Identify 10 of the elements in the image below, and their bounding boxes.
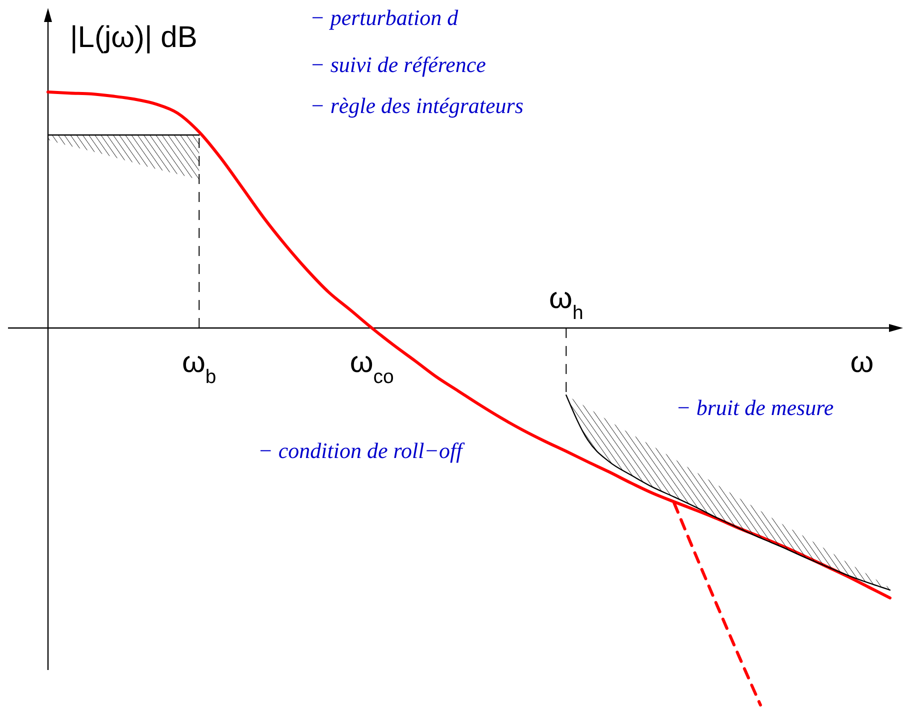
annotation: − bruit de mesure [676,395,834,420]
text: − suivi de référence [310,52,486,77]
annotation: − condition de roll−off [258,438,466,463]
x-tick-label: ω$_{h}$ [549,282,584,324]
annotation: − règle des intégrateurs [310,93,524,118]
text: − perturbation d [310,5,460,30]
x-tick-label: ω$_{co}$ [350,346,394,388]
x-axis-title: ω [850,346,874,379]
x-tick-label: ω$_{b}$ [182,346,216,388]
y-axis-title: |L(jω)| dB [70,21,198,54]
